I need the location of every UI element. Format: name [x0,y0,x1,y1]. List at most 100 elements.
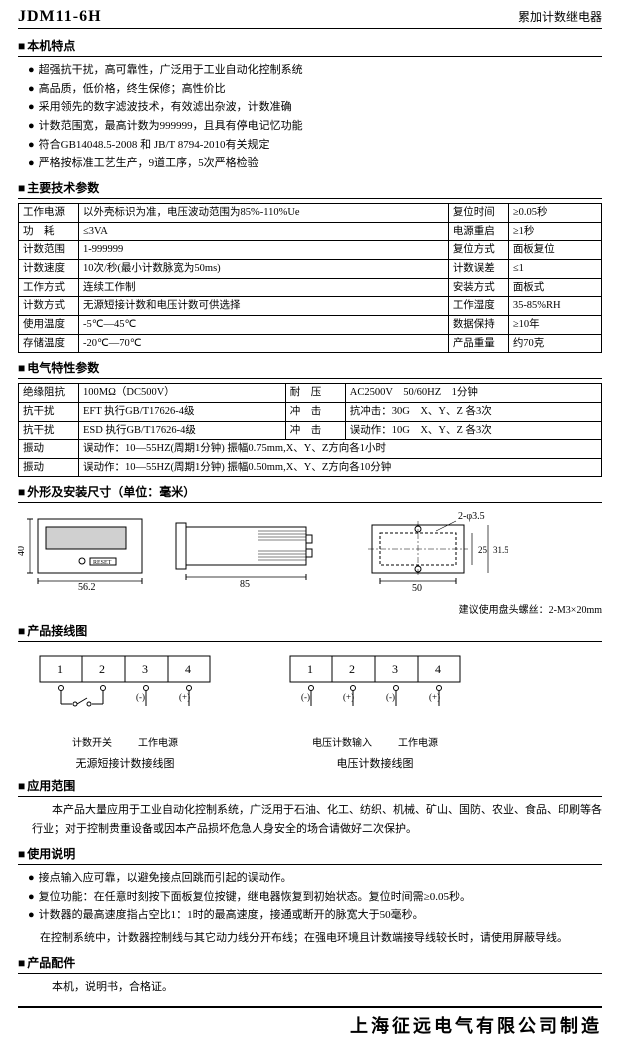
wiring-left-labels: 计数开关 工作电源 [72,734,178,749]
table-row: 存储温度-20℃—70℃产品重量约70克 [19,334,602,353]
accessories-text: 本机，说明书，合格证。 [18,978,602,997]
section-usage-title: 使用说明 [18,845,602,865]
front-view: 40 RESET 56.2 [18,511,148,591]
tech-params-table: 工作电源以外壳标识为准，电压波动范围为85%-110%Ue复位时间≥0.05秒功… [18,203,602,353]
dim-depth: 85 [240,579,250,590]
table-cell: 计数速度 [19,260,79,279]
side-view: 85 [168,511,338,591]
svg-text:2: 2 [99,662,105,676]
table-row: 工作方式连续工作制安装方式面板式 [19,278,602,297]
table-cell: 产品重量 [448,334,508,353]
table-cell: 耐 压 [285,384,345,403]
feature-item: 严格按标准工艺生产，9道工序，5次严格检验 [28,154,602,173]
header: JDM11-6H 累加计数继电器 [18,8,602,29]
svg-text:RESET: RESET [93,560,112,566]
elec-params-table: 绝缘阻抗100MΩ（DC500V）耐 压AC2500V 50/60HZ 1分钟抗… [18,383,602,477]
side-view-svg: 85 [168,511,338,591]
table-row: 工作电源以外壳标识为准，电压波动范围为85%-110%Ue复位时间≥0.05秒 [19,204,602,223]
table-cell: ≤3VA [79,222,449,241]
table-cell: 安装方式 [448,278,508,297]
table-cell: 工作湿度 [448,297,508,316]
dimension-diagrams: 40 RESET 56.2 [18,511,602,599]
table-cell: 面板复位 [508,241,601,260]
mount-view: 2-φ3.5 25 31.5 50 [358,511,508,599]
features-list: 超强抗干扰，高可靠性，广泛用于工业自动化控制系统高品质，低价格，终生保修；高性价… [18,61,602,173]
table-cell: 约70克 [508,334,601,353]
table-cell: 工作电源 [19,204,79,223]
table-cell: 误动作：10G X、Y、Z 各3次 [345,421,601,440]
section-acc-title: 产品配件 [18,954,602,974]
dim-mw: 50 [412,583,422,594]
table-cell: ≥10年 [508,315,601,334]
usage-list: 接点输入应可靠，以避免接点回跳而引起的误动作。复位功能：在任意时刻按下面板复位按… [18,869,602,925]
table-cell: 功 耗 [19,222,79,241]
usage-item: 复位功能：在任意时刻按下面板复位按键，继电器恢复到初始状态。复位时间需≥0.05… [28,888,602,907]
wiring-left-caption: 无源短接计数接线图 [76,755,175,771]
svg-text:(-): (-) [301,692,310,702]
svg-text:1: 1 [307,662,313,676]
table-cell: 计数范围 [19,241,79,260]
table-cell: 计数方式 [19,297,79,316]
svg-text:(+): (+) [179,692,190,702]
table-cell: 工作方式 [19,278,79,297]
table-cell: ESD 执行GB/T17626-4级 [79,421,286,440]
svg-text:1: 1 [57,662,63,676]
table-cell: 振动 [19,458,79,477]
mount-view-svg: 2-φ3.5 25 31.5 50 [358,511,508,599]
table-cell: 振动 [19,440,79,459]
table-cell: -20℃—70℃ [79,334,449,353]
svg-text:3: 3 [392,662,398,676]
table-cell: -5℃—45℃ [79,315,449,334]
table-cell: 抗干扰 [19,421,79,440]
table-row: 使用温度-5℃—45℃数据保持≥10年 [19,315,602,334]
svg-text:(+): (+) [429,692,440,702]
usage-note: 在控制系统中，计数器控制线与其它动力线分开布线；在强电环境且计数端接导线较长时，… [18,929,602,948]
table-row: 计数速度10次/秒(最小计数脉宽为50ms)计数误差≤1 [19,260,602,279]
table-cell: ≥0.05秒 [508,204,601,223]
label-power-r: 工作电源 [398,734,438,749]
wiring-left-svg: 1 2 3 4 (-) (+) [30,650,220,730]
table-cell: 冲 击 [285,402,345,421]
svg-text:(-): (-) [136,692,145,702]
table-row: 振动误动作：10—55HZ(周期1分钟) 振幅0.50mm,X、Y、Z方向各10… [19,458,602,477]
svg-text:(+): (+) [343,692,354,702]
label-count-switch: 计数开关 [72,734,112,749]
table-cell: ≥1秒 [508,222,601,241]
svg-text:4: 4 [185,662,191,676]
table-cell: 误动作：10—55HZ(周期1分钟) 振幅0.75mm,X、Y、Z方向各1小时 [79,440,602,459]
dim-hout: 31.5 [493,545,508,555]
wiring-left: 1 2 3 4 (-) (+) 计数开关 工作电源 无源短接计数接线图 [30,650,220,771]
table-cell: EFT 执行GB/T17626-4级 [79,402,286,421]
wiring-right-labels: 电压计数输入 工作电源 [312,734,438,749]
footer: 上海征远电气有限公司制造 [18,1006,602,1038]
section-wiring-title: 产品接线图 [18,622,602,642]
label-volt-input: 电压计数输入 [312,734,372,749]
usage-item: 接点输入应可靠，以避免接点回跳而引起的误动作。 [28,869,602,888]
table-cell: 误动作：10—55HZ(周期1分钟) 振幅0.50mm,X、Y、Z方向各10分钟 [79,458,602,477]
table-cell: 10次/秒(最小计数脉宽为50ms) [79,260,449,279]
table-cell: AC2500V 50/60HZ 1分钟 [345,384,601,403]
table-row: 计数范围1-999999复位方式面板复位 [19,241,602,260]
table-cell: ≤1 [508,260,601,279]
hole-note: 2-φ3.5 [458,511,485,522]
table-row: 抗干扰ESD 执行GB/T17626-4级冲 击误动作：10G X、Y、Z 各3… [19,421,602,440]
application-text: 本产品大量应用于工业自动化控制系统，广泛用于石油、化工、纺织、机械、矿山、国防、… [18,801,602,838]
table-cell: 面板式 [508,278,601,297]
feature-item: 计数范围宽，最高计数为999999，且具有停电记忆功能 [28,117,602,136]
feature-item: 高品质，低价格，终生保修；高性价比 [28,80,602,99]
wiring-diagrams: 1 2 3 4 (-) (+) 计数开关 工作电源 无源短接计数接线图 [30,650,602,771]
dim-hin: 25 [478,545,488,555]
table-cell: 复位方式 [448,241,508,260]
table-cell: 100MΩ（DC500V） [79,384,286,403]
dim-h: 40 [18,546,27,556]
section-elec-title: 电气特性参数 [18,359,602,379]
usage-item: 计数器的最高速度指占空比1：1时的最高速度，接通或断开的脉宽大于50毫秒。 [28,906,602,925]
table-cell: 电源重启 [448,222,508,241]
section-features-title: 本机特点 [18,37,602,57]
svg-text:(-): (-) [386,692,395,702]
table-cell: 冲 击 [285,421,345,440]
label-power-l: 工作电源 [138,734,178,749]
svg-text:4: 4 [435,662,441,676]
table-cell: 使用温度 [19,315,79,334]
model-code: JDM11-6H [18,8,102,26]
